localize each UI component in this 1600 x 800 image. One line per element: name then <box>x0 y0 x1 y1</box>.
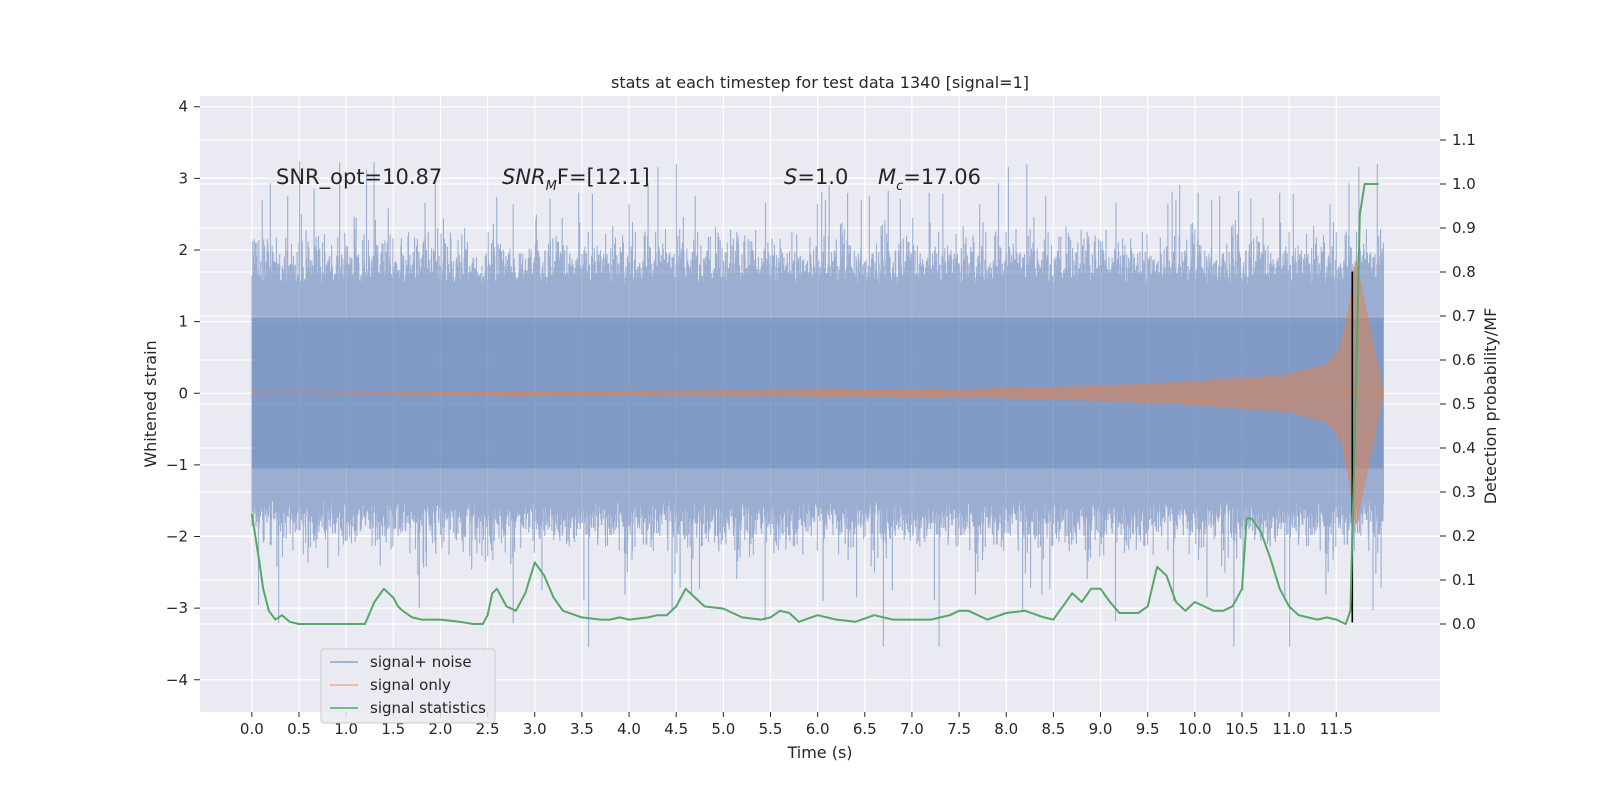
y-right-tick-label: 0.1 <box>1452 571 1476 589</box>
x-tick-label: 10.5 <box>1225 720 1258 738</box>
y-left-tick-label: 3 <box>178 169 188 187</box>
x-tick-label: 7.0 <box>900 720 924 738</box>
y-right-tick-label: 1.1 <box>1452 131 1476 149</box>
annotation-snr-mf-rest: F=[12.1] <box>557 165 650 189</box>
signal-statistics-line <box>250 183 1379 625</box>
x-tick-label: 11.5 <box>1320 720 1353 738</box>
y-left-tick-label: 2 <box>178 241 188 259</box>
y-right-tick-label: 0.6 <box>1452 351 1476 369</box>
annotation-snr-mf-main: SNR <box>502 165 546 189</box>
x-tick-label: 6.5 <box>853 720 877 738</box>
x-tick-label: 9.5 <box>1136 720 1160 738</box>
x-tick-label: 3.5 <box>570 720 594 738</box>
series-signal-statistics <box>250 183 1379 625</box>
x-tick-label: 11.0 <box>1272 720 1305 738</box>
y-right-tick-label: 0.7 <box>1452 307 1476 325</box>
y-left-tick-label: 0 <box>178 384 188 402</box>
legend: signal+ noise signal only signal statist… <box>320 648 496 724</box>
series-signal-only <box>251 261 1384 526</box>
annotation-mc-var: M <box>878 165 896 189</box>
y-left-tick-label: −2 <box>166 528 188 546</box>
y-right-tick-label: 0.3 <box>1452 483 1476 501</box>
x-tick-label: 8.0 <box>994 720 1018 738</box>
legend-box <box>320 648 496 724</box>
y-left-tick-label: −3 <box>166 599 188 617</box>
annotation-s-val: =1.0 <box>797 165 848 189</box>
x-tick-label: 7.5 <box>947 720 971 738</box>
annotation-mc-val: =17.06 <box>903 165 981 189</box>
y-axis-left-label: Whitened strain <box>141 340 160 467</box>
y-right-tick-label: 0.5 <box>1452 395 1476 413</box>
x-tick-label: 0.5 <box>287 720 311 738</box>
x-tick-label: 4.0 <box>617 720 641 738</box>
annotation-snr-opt: SNR_opt=10.87 <box>276 165 442 190</box>
x-tick-label: 5.0 <box>711 720 735 738</box>
annotation-mc-sub: c <box>896 179 903 194</box>
x-tick-label: 6.0 <box>806 720 830 738</box>
annotation-snr-mf: SNRMF=[12.1] <box>502 165 650 194</box>
annotation-mc: Mc=17.06 <box>878 165 981 194</box>
y-left-tick-label: 1 <box>178 313 188 331</box>
x-axis-ticks: 0.0 0.5 1.0 1.5 2.0 2.5 3.0 3.5 4.0 4.5 5.0 5.5 6.0 6… <box>240 712 1353 738</box>
legend-label-signal-statistics: signal statistics <box>370 699 486 717</box>
legend-label-signal-only: signal only <box>370 676 451 694</box>
y-axis-left-ticks: 4 3 2 1 0 −1 −2 −3 −4 <box>166 98 200 689</box>
y-right-tick-label: 0.9 <box>1452 219 1476 237</box>
x-tick-label: 5.5 <box>759 720 783 738</box>
y-left-tick-label: −1 <box>166 456 188 474</box>
x-tick-label: 0.0 <box>240 720 264 738</box>
chart-title: stats at each timestep for test data 134… <box>611 73 1029 92</box>
y-left-tick-label: −4 <box>166 671 188 689</box>
x-tick-label: 3.0 <box>523 720 547 738</box>
x-tick-label: 2.0 <box>429 720 453 738</box>
y-right-tick-label: 0.4 <box>1452 439 1476 457</box>
x-tick-label: 4.5 <box>664 720 688 738</box>
x-tick-label: 2.5 <box>476 720 500 738</box>
x-tick-label: 1.0 <box>334 720 358 738</box>
y-right-tick-label: 1.0 <box>1452 175 1476 193</box>
annotation-snr-mf-sub: M <box>546 179 557 194</box>
annotation-s: S=1.0 <box>784 165 848 189</box>
legend-label-signal-plus-noise: signal+ noise <box>370 653 472 671</box>
x-tick-label: 1.5 <box>381 720 405 738</box>
y-axis-right-label: Detection probability/MF <box>1481 308 1500 505</box>
x-tick-label: 10.0 <box>1178 720 1211 738</box>
annotation-s-var: S <box>784 165 797 189</box>
x-axis-label: Time (s) <box>786 743 852 762</box>
y-axis-right-ticks: 1.1 1.0 0.9 0.8 0.7 0.6 0.5 0.4 0.3 0.2 0.1 0.0 <box>1440 131 1476 633</box>
x-tick-label: 8.5 <box>1041 720 1065 738</box>
y-right-tick-label: 0.2 <box>1452 527 1476 545</box>
y-right-tick-label: 0.0 <box>1452 615 1476 633</box>
y-left-tick-label: 4 <box>178 98 188 116</box>
y-right-tick-label: 0.8 <box>1452 263 1476 281</box>
x-tick-label: 9.0 <box>1089 720 1113 738</box>
